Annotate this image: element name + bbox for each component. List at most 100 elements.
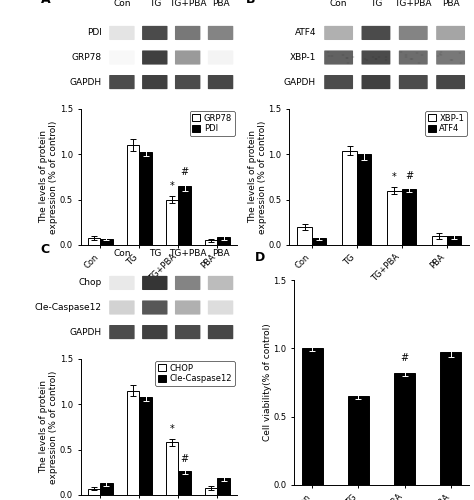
Text: PBA: PBA bbox=[442, 0, 459, 8]
FancyBboxPatch shape bbox=[109, 26, 135, 40]
Bar bbox=[312, 238, 326, 245]
Bar bbox=[100, 238, 113, 245]
FancyBboxPatch shape bbox=[175, 325, 201, 339]
FancyBboxPatch shape bbox=[109, 50, 135, 64]
Bar bbox=[127, 390, 139, 495]
FancyBboxPatch shape bbox=[208, 276, 233, 290]
Bar bbox=[302, 348, 323, 485]
Bar bbox=[218, 237, 230, 245]
Bar bbox=[440, 352, 461, 485]
Bar bbox=[348, 396, 369, 485]
FancyBboxPatch shape bbox=[436, 26, 465, 40]
Text: B: B bbox=[246, 0, 256, 6]
FancyBboxPatch shape bbox=[109, 75, 135, 89]
FancyBboxPatch shape bbox=[436, 50, 465, 64]
Text: TG+PBA: TG+PBA bbox=[169, 249, 206, 258]
Bar bbox=[401, 188, 416, 245]
Y-axis label: The levels of protein
expression (% of control): The levels of protein expression (% of c… bbox=[39, 370, 58, 484]
Text: *: * bbox=[170, 182, 174, 192]
Text: A: A bbox=[41, 0, 50, 6]
Bar bbox=[178, 472, 191, 495]
FancyBboxPatch shape bbox=[362, 26, 391, 40]
FancyBboxPatch shape bbox=[324, 75, 353, 89]
Bar bbox=[205, 240, 218, 245]
Text: Chop: Chop bbox=[79, 278, 102, 287]
Bar bbox=[447, 236, 461, 245]
Text: TG+PBA: TG+PBA bbox=[394, 0, 432, 8]
FancyBboxPatch shape bbox=[399, 26, 428, 40]
Bar bbox=[166, 442, 178, 495]
Text: GAPDH: GAPDH bbox=[284, 78, 316, 86]
FancyBboxPatch shape bbox=[324, 50, 353, 64]
FancyBboxPatch shape bbox=[142, 300, 167, 314]
Y-axis label: The levels of protein
expression (% of control): The levels of protein expression (% of c… bbox=[39, 120, 58, 234]
Legend: XBP-1, ATF4: XBP-1, ATF4 bbox=[425, 112, 467, 136]
Bar bbox=[394, 373, 415, 485]
Bar bbox=[387, 190, 401, 245]
Legend: CHOP, Cle-Caspase12: CHOP, Cle-Caspase12 bbox=[155, 362, 235, 386]
FancyBboxPatch shape bbox=[324, 26, 353, 40]
Bar bbox=[342, 150, 357, 245]
Bar bbox=[297, 227, 312, 245]
Bar bbox=[88, 238, 100, 245]
FancyBboxPatch shape bbox=[362, 75, 391, 89]
Y-axis label: The levels of protein
expression (% of control): The levels of protein expression (% of c… bbox=[247, 120, 267, 234]
Bar bbox=[100, 483, 113, 495]
Text: PDI: PDI bbox=[87, 28, 102, 38]
Text: Con: Con bbox=[330, 0, 347, 8]
Text: GAPDH: GAPDH bbox=[70, 78, 102, 86]
Legend: GRP78, PDI: GRP78, PDI bbox=[190, 112, 235, 136]
FancyBboxPatch shape bbox=[208, 26, 233, 40]
FancyBboxPatch shape bbox=[175, 50, 201, 64]
Bar bbox=[139, 397, 152, 495]
FancyBboxPatch shape bbox=[208, 50, 233, 64]
Text: C: C bbox=[41, 242, 50, 256]
FancyBboxPatch shape bbox=[399, 75, 428, 89]
Bar bbox=[357, 154, 371, 245]
Bar bbox=[166, 200, 178, 245]
FancyBboxPatch shape bbox=[109, 276, 135, 290]
Y-axis label: Cell viability(% of control): Cell viability(% of control) bbox=[263, 324, 272, 442]
FancyBboxPatch shape bbox=[142, 50, 167, 64]
Text: GAPDH: GAPDH bbox=[70, 328, 102, 336]
FancyBboxPatch shape bbox=[175, 300, 201, 314]
FancyBboxPatch shape bbox=[142, 75, 167, 89]
FancyBboxPatch shape bbox=[362, 50, 391, 64]
FancyBboxPatch shape bbox=[208, 325, 233, 339]
Bar bbox=[178, 186, 191, 245]
FancyBboxPatch shape bbox=[175, 75, 201, 89]
Bar bbox=[88, 488, 100, 495]
FancyBboxPatch shape bbox=[208, 75, 233, 89]
Bar bbox=[139, 152, 152, 245]
Text: Con: Con bbox=[113, 0, 131, 8]
Text: TG: TG bbox=[370, 0, 382, 8]
Text: PBA: PBA bbox=[212, 249, 229, 258]
Text: #: # bbox=[181, 167, 189, 177]
Text: GRP78: GRP78 bbox=[72, 53, 102, 62]
Text: TG: TG bbox=[149, 249, 161, 258]
Text: D: D bbox=[255, 250, 265, 264]
Text: ATF4: ATF4 bbox=[294, 28, 316, 38]
FancyBboxPatch shape bbox=[109, 325, 135, 339]
Text: TG: TG bbox=[149, 0, 161, 8]
Bar bbox=[127, 145, 139, 245]
Bar bbox=[218, 478, 230, 495]
FancyBboxPatch shape bbox=[142, 276, 167, 290]
Bar bbox=[432, 236, 447, 245]
FancyBboxPatch shape bbox=[142, 325, 167, 339]
Text: *: * bbox=[170, 424, 174, 434]
Bar bbox=[205, 488, 218, 495]
FancyBboxPatch shape bbox=[109, 300, 135, 314]
FancyBboxPatch shape bbox=[208, 300, 233, 314]
FancyBboxPatch shape bbox=[399, 50, 428, 64]
Text: Con: Con bbox=[113, 249, 131, 258]
Text: XBP-1: XBP-1 bbox=[290, 53, 316, 62]
Text: #: # bbox=[401, 354, 409, 364]
Text: PBA: PBA bbox=[212, 0, 229, 8]
FancyBboxPatch shape bbox=[175, 276, 201, 290]
Text: #: # bbox=[181, 454, 189, 464]
Text: #: # bbox=[405, 170, 413, 180]
Text: *: * bbox=[392, 172, 397, 182]
Text: Cle-Caspase12: Cle-Caspase12 bbox=[35, 303, 102, 312]
Text: TG+PBA: TG+PBA bbox=[169, 0, 206, 8]
